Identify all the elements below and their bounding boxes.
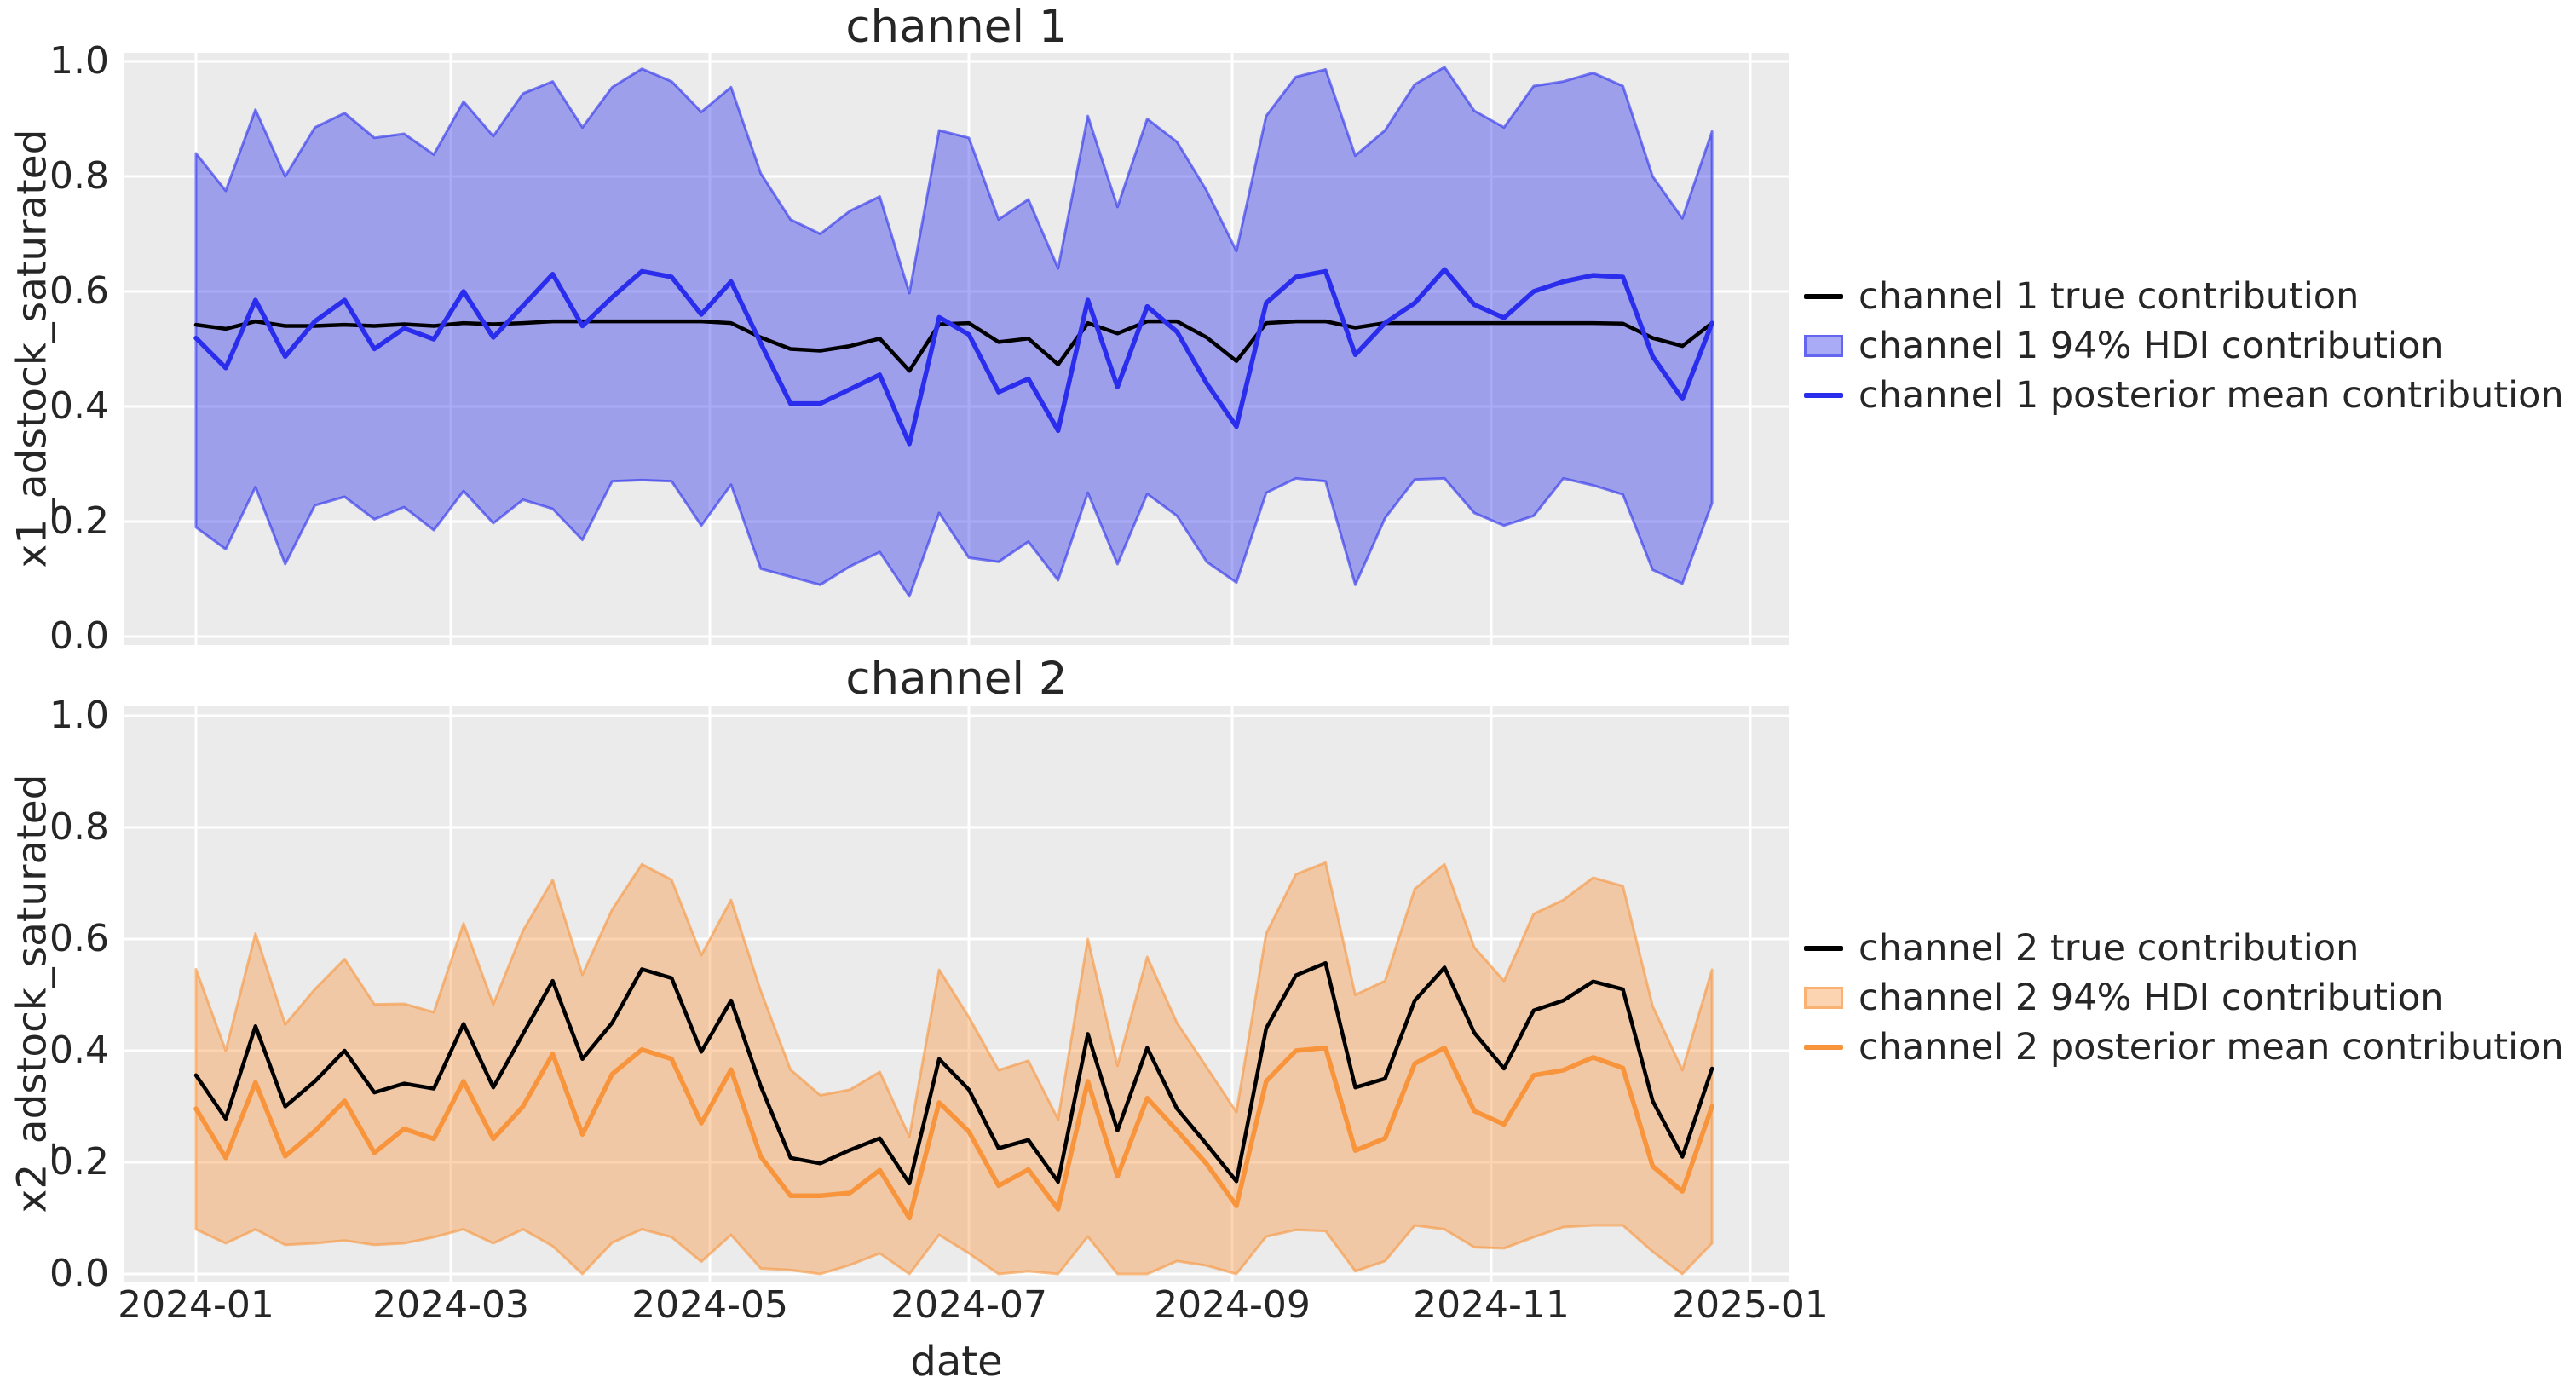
- y-tick-label: 0.0: [49, 614, 109, 658]
- legend-line-swatch-black: [1804, 294, 1843, 299]
- true-contribution-line: [193, 960, 1714, 1186]
- legend-label: channel 1 true contribution: [1859, 275, 2360, 318]
- legend-label: channel 2 true contribution: [1859, 927, 2360, 970]
- subplot-1-title: channel 1: [845, 1, 1068, 53]
- subplot-2-plot-area: [124, 706, 1789, 1282]
- y-tick-label: 0.6: [49, 917, 109, 960]
- y-tick-label: 0.8: [49, 805, 109, 849]
- legend-entry-posterior-mean: channel 1 posterior mean contribution: [1804, 373, 2564, 418]
- subplot-1-plot-canvas: [124, 53, 1789, 645]
- hdi-band: [194, 861, 1714, 1276]
- y-tick-label: 1.0: [49, 694, 109, 737]
- legend-patch-swatch-blue: [1804, 335, 1843, 357]
- subplot-1-legend: channel 1 true contribution channel 1 94…: [1804, 274, 2564, 418]
- legend-entry-hdi: channel 1 94% HDI contribution: [1804, 324, 2564, 368]
- legend-entry-true: channel 1 true contribution: [1804, 274, 2564, 319]
- subplot-1-plot-area: [124, 53, 1789, 645]
- legend-entry-posterior-mean: channel 2 posterior mean contribution: [1804, 1025, 2564, 1069]
- posterior-mean-line: [193, 1045, 1714, 1221]
- subplot-2-title: channel 2: [845, 653, 1068, 705]
- legend-line-swatch-black: [1804, 946, 1843, 951]
- x-tick-label: 2024-09: [1154, 1283, 1311, 1327]
- y-tick-label: 0.2: [49, 499, 109, 543]
- x-tick-label: 2024-07: [890, 1283, 1047, 1327]
- x-tick-label: 2024-05: [631, 1283, 788, 1327]
- legend-entry-hdi: channel 2 94% HDI contribution: [1804, 976, 2564, 1020]
- legend-label: channel 2 posterior mean contribution: [1859, 1026, 2564, 1069]
- x-axis-label: date: [910, 1338, 1003, 1383]
- legend-line-swatch-blue: [1804, 393, 1843, 398]
- legend-label: channel 1 94% HDI contribution: [1859, 325, 2444, 367]
- subplot-2-legend: channel 2 true contribution channel 2 94…: [1804, 926, 2564, 1069]
- x-tick-label: 2024-03: [372, 1283, 529, 1327]
- x-tick-label: 2024-11: [1413, 1283, 1570, 1327]
- legend-patch-swatch-orange: [1804, 987, 1843, 1009]
- legend-label: channel 2 94% HDI contribution: [1859, 977, 2444, 1019]
- y-tick-label: 0.8: [49, 154, 109, 198]
- legend-entry-true: channel 2 true contribution: [1804, 926, 2564, 971]
- legend-label: channel 1 posterior mean contribution: [1859, 374, 2564, 417]
- hdi-band: [194, 66, 1714, 598]
- y-tick-label: 0.4: [49, 1029, 109, 1072]
- x-tick-label: 2024-01: [118, 1283, 274, 1327]
- y-tick-label: 1.0: [49, 39, 109, 83]
- y-tick-label: 0.4: [49, 384, 109, 428]
- y-tick-label: 0.2: [49, 1140, 109, 1184]
- y-tick-label: 0.0: [49, 1252, 109, 1295]
- subplot-2-plot-canvas: [124, 706, 1789, 1282]
- x-tick-label: 2025-01: [1672, 1283, 1829, 1327]
- y-tick-label: 0.6: [49, 269, 109, 313]
- posterior-mean-line: [193, 267, 1714, 447]
- legend-line-swatch-orange: [1804, 1045, 1843, 1050]
